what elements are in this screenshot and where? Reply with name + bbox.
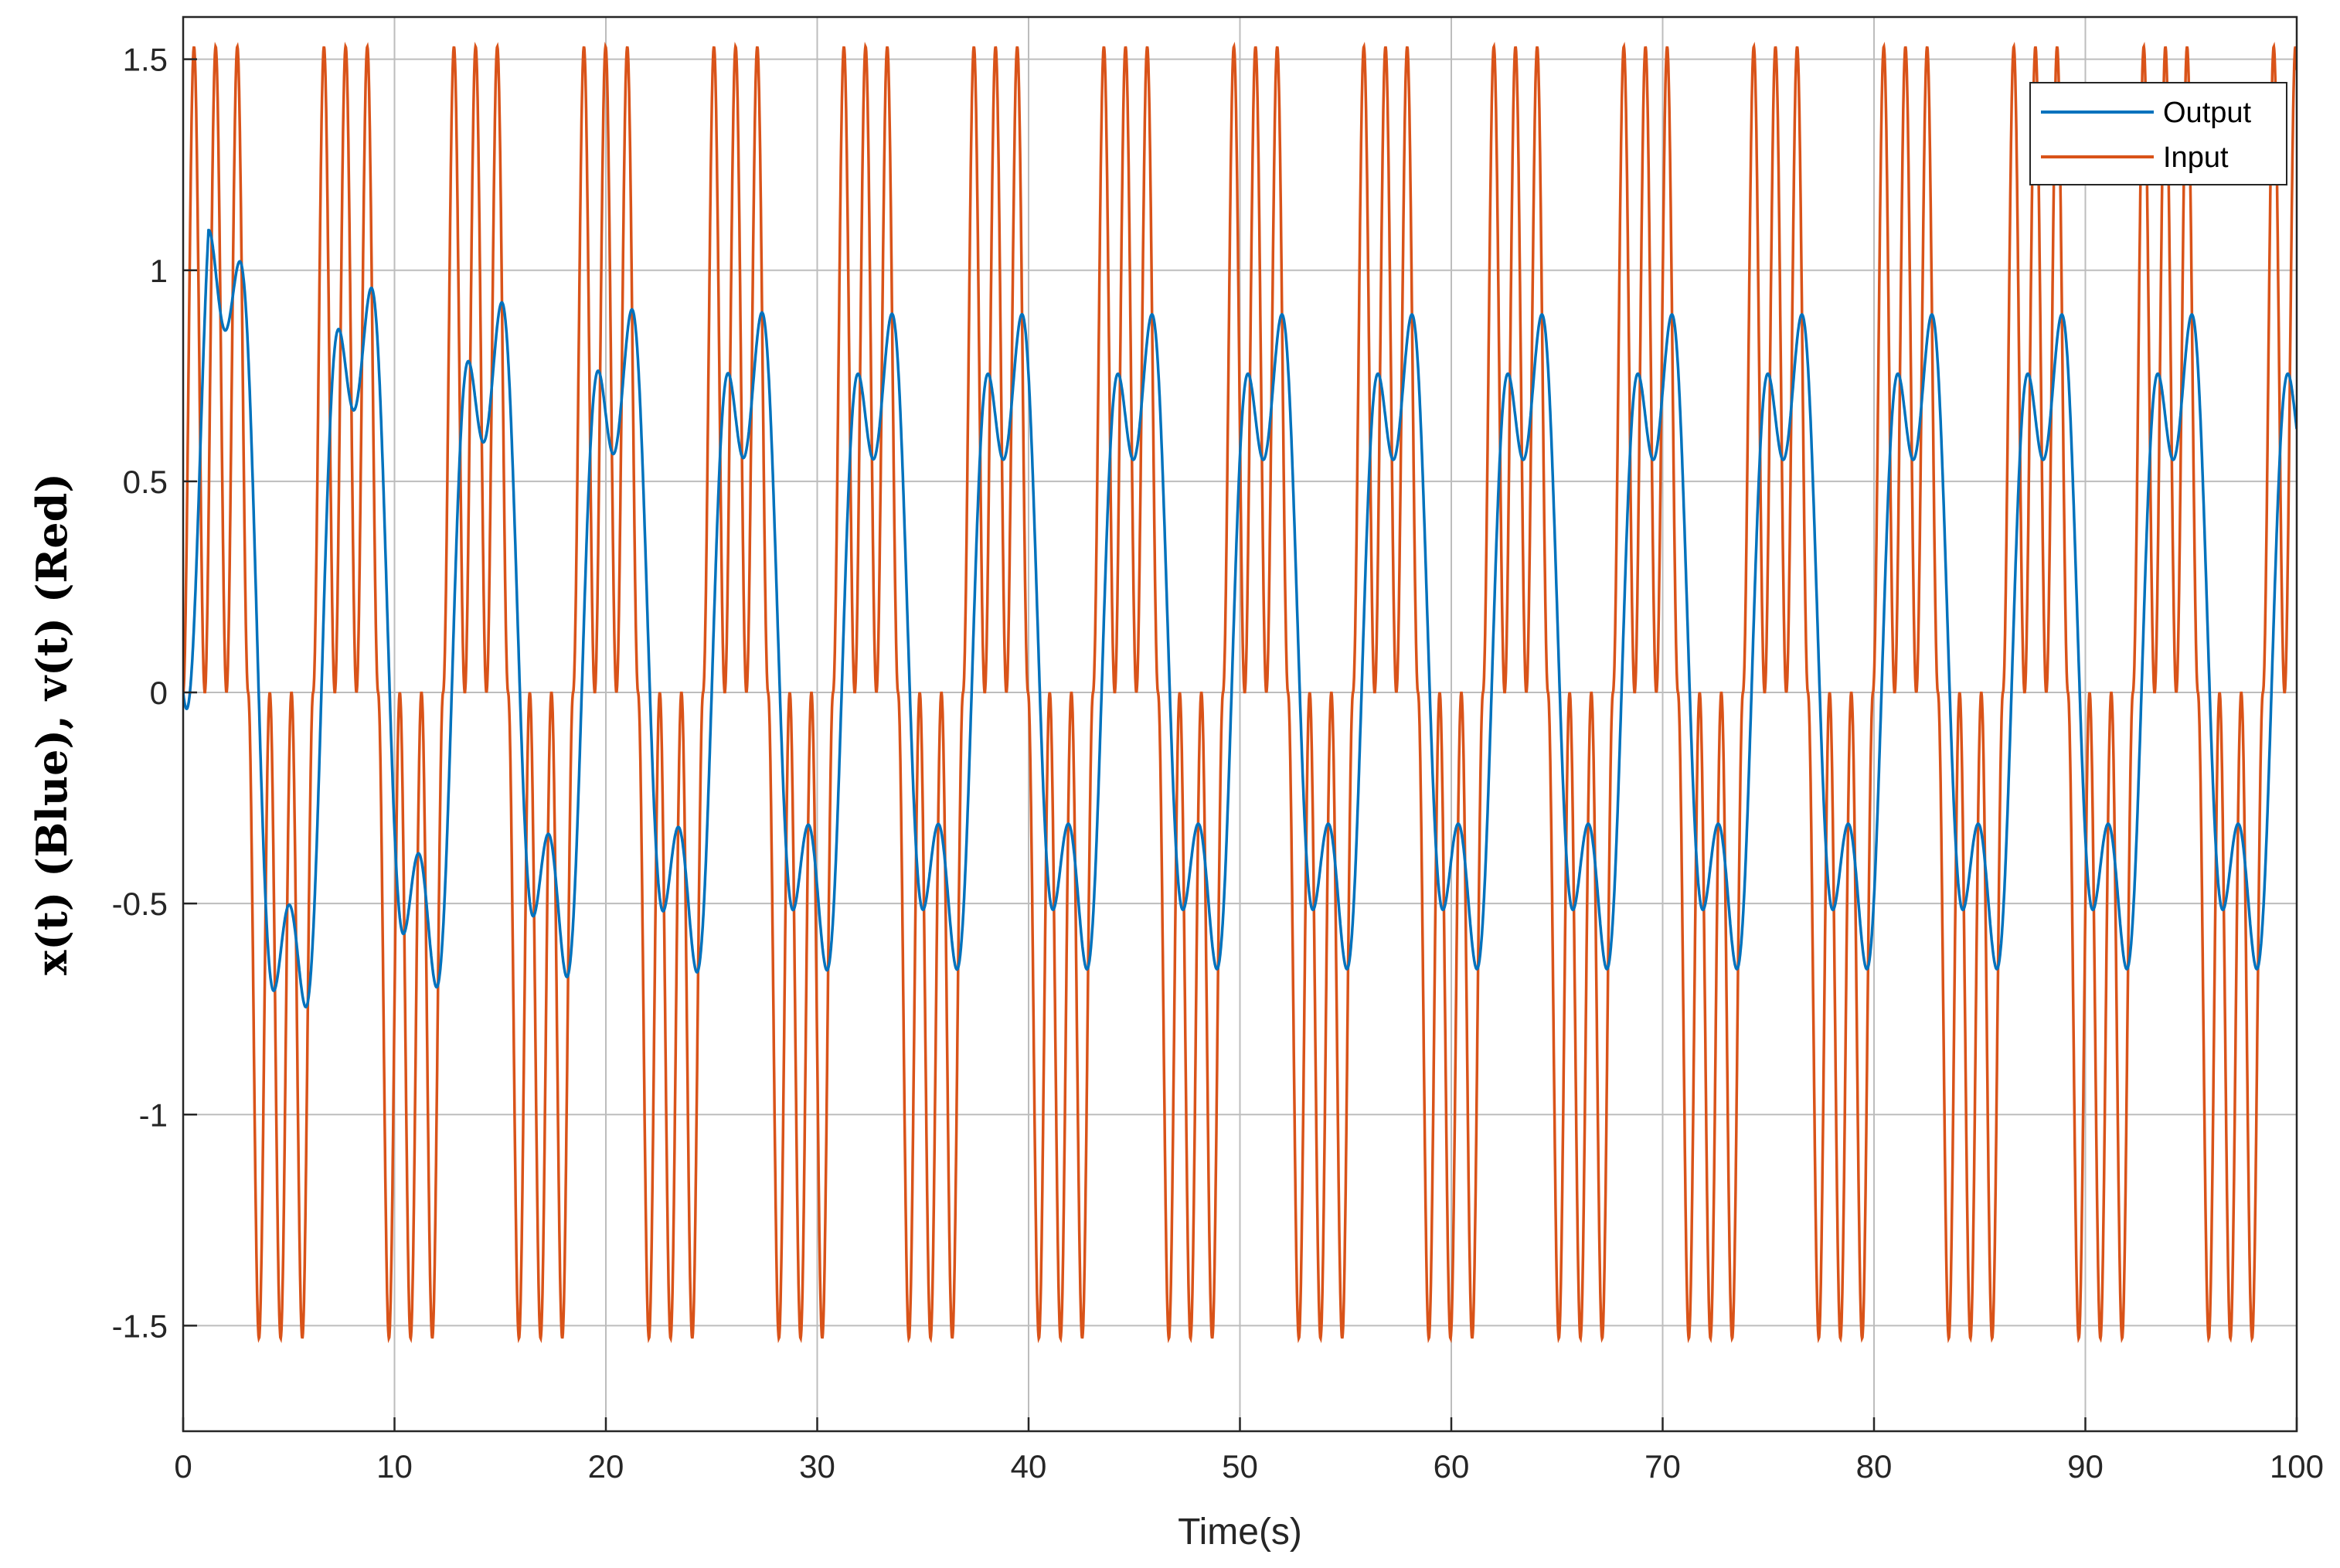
- x-tick-label: 10: [376, 1448, 413, 1485]
- y-tick-label: 0: [150, 675, 168, 711]
- y-tick-label: 1: [150, 253, 168, 289]
- series-layer: [183, 42, 2297, 1344]
- x-tick-label: 30: [799, 1448, 835, 1485]
- series-line-output: [183, 228, 2297, 1008]
- y-tick-label: -1.5: [112, 1308, 168, 1344]
- y-tick-label: 1.5: [123, 42, 168, 78]
- x-tick-label: 80: [1856, 1448, 1893, 1485]
- x-tick-label: 60: [1434, 1448, 1470, 1485]
- x-axis-label: Time(s): [1178, 1512, 1302, 1553]
- legend-label-input: Input: [2163, 141, 2229, 174]
- x-tick-label: 40: [1011, 1448, 1047, 1485]
- y-tick-label: -0.5: [112, 886, 168, 922]
- x-tick-label: 100: [2270, 1448, 2324, 1485]
- plot-area: [182, 15, 2298, 1433]
- x-axis-ticks: 0 10 20 30 40 50 60 70 80 90 100: [174, 1417, 2324, 1485]
- x-tick-label: 90: [2067, 1448, 2104, 1485]
- legend-box: [2029, 82, 2287, 185]
- legend-label-output: Output: [2163, 97, 2252, 129]
- y-axis-ticks: 1.5 1 0.5 0 -0.5 -1 -1.5: [112, 42, 197, 1344]
- legend: Output Input: [2029, 82, 2287, 185]
- x-tick-label: 0: [174, 1448, 192, 1485]
- y-tick-label: -1: [139, 1097, 168, 1133]
- x-tick-label: 70: [1644, 1448, 1681, 1485]
- x-tick-label: 20: [588, 1448, 624, 1485]
- x-tick-label: 50: [1222, 1448, 1258, 1485]
- y-tick-label: 0.5: [123, 464, 168, 500]
- y-axis-label: x(t) (Blue), v(t) (Red): [27, 473, 77, 975]
